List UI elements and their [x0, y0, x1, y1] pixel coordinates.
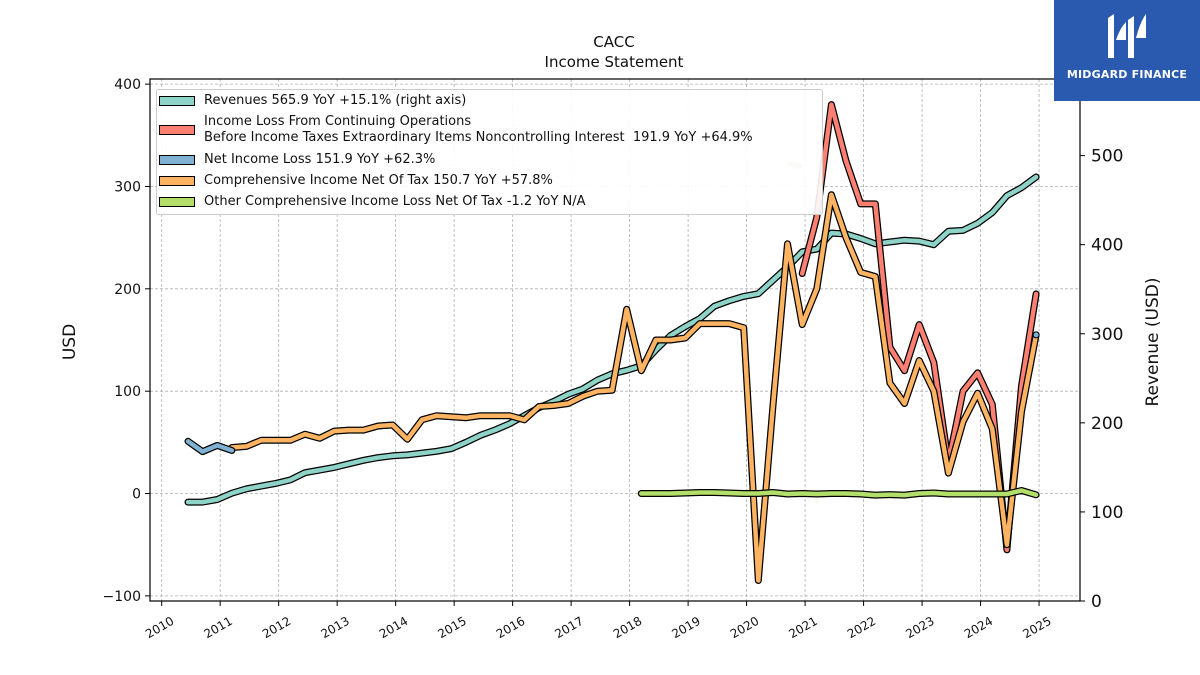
y-tick-label-left: 300	[114, 179, 141, 195]
y-tick-label-right: 200	[1091, 414, 1123, 434]
legend-swatch-income-loss	[159, 125, 195, 135]
y-tick-label-right: 500	[1091, 147, 1123, 167]
y-axis-label-left: USD	[60, 324, 80, 360]
y-tick-label-left: 200	[114, 282, 141, 298]
legend-label-income-loss: Income Loss From Continuing Operations B…	[204, 114, 753, 145]
x-tick-label: 2011	[201, 614, 234, 641]
x-tick-label: 2020	[728, 614, 761, 641]
y-tick-label-right: 100	[1091, 503, 1123, 523]
y-tick-label-right: 300	[1091, 325, 1123, 345]
legend-swatch-net-income	[159, 155, 195, 165]
y-tick-label-right: 0	[1091, 592, 1102, 612]
plot-frame	[149, 78, 1081, 602]
x-tick-label: 2010	[143, 614, 176, 641]
y-axis-label-right: Revenue (USD)	[1143, 277, 1163, 406]
y-tick-label-left: 100	[114, 384, 141, 400]
chart-subtitle: Income Statement	[545, 53, 684, 71]
y-tick-label-right: 400	[1091, 236, 1123, 256]
x-tick-label: 2012	[260, 614, 293, 641]
legend-label-comprehensive-income: Comprehensive Income Net Of Tax 150.7 Yo…	[204, 173, 553, 188]
x-tick-label: 2013	[318, 614, 351, 641]
series-line	[185, 439, 235, 454]
x-tick-label: 2022	[845, 614, 878, 641]
y-tick-label-left: −100	[103, 589, 141, 605]
series-line	[639, 488, 1039, 498]
y-tick-label-left: 0	[132, 487, 141, 503]
series-line	[185, 174, 1039, 505]
series-line	[229, 192, 1039, 583]
series-layer	[184, 101, 1040, 584]
legend-swatch-comprehensive-income	[159, 176, 195, 186]
series-point	[1032, 331, 1040, 339]
x-tick-label: 2016	[494, 614, 527, 641]
chart-title: CACC	[593, 33, 634, 51]
brand-mark-icon	[1108, 14, 1146, 58]
series-line-outline	[228, 191, 1040, 584]
legend-swatch-other-comprehensive	[159, 197, 195, 207]
legend-label-net-income: Net Income Loss 151.9 YoY +62.3%	[204, 152, 436, 167]
x-tick-label: 2019	[669, 614, 702, 641]
x-tick-label: 2015	[435, 614, 468, 641]
legend-label-revenues: Revenues 565.9 YoY +15.1% (right axis)	[204, 93, 467, 108]
x-tick-label: 2025	[1020, 614, 1053, 641]
legend: Revenues 565.9 YoY +15.1% (right axis) I…	[156, 89, 823, 215]
legend-label-other-comprehensive: Other Comprehensive Income Loss Net Of T…	[204, 194, 586, 209]
x-tick-label: 2014	[377, 614, 410, 641]
series-line-outline	[184, 173, 1040, 506]
y-tick-label-left: 400	[114, 77, 141, 93]
legend-swatch-revenues	[159, 96, 195, 106]
x-tick-label: 2021	[786, 614, 819, 641]
x-tick-label: 2017	[552, 614, 585, 641]
brand-logo: MIDGARD FINANCE	[1054, 0, 1200, 101]
x-tick-label: 2024	[962, 614, 995, 641]
x-tick-label: 2018	[611, 614, 644, 641]
x-tick-label: 2023	[903, 614, 936, 641]
brand-name: MIDGARD FINANCE	[1066, 68, 1188, 81]
